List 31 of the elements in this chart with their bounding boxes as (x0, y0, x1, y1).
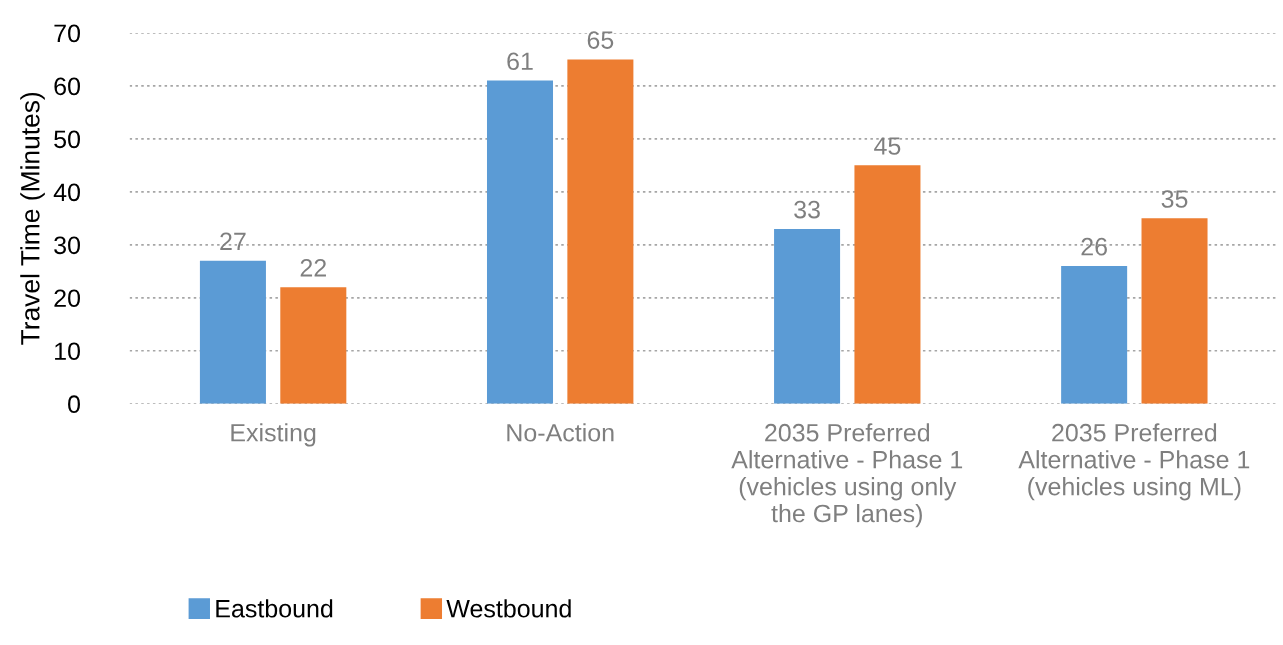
x-tick-label: No-Action (507, 423, 614, 442)
bar (567, 59, 634, 404)
bar (199, 260, 266, 404)
data-label: 45 (874, 137, 901, 155)
bar (774, 228, 841, 404)
bar (1061, 266, 1128, 404)
bar (280, 287, 347, 404)
data-label: 33 (794, 200, 820, 219)
bar (486, 80, 554, 404)
data-label: 26 (1081, 237, 1107, 256)
bar (1141, 218, 1208, 404)
legend-label: Westbound (446, 599, 571, 618)
data-label: 61 (507, 52, 533, 71)
data-label: 35 (1161, 190, 1188, 208)
y-tick-label: 30 (54, 236, 80, 255)
x-tick-label: Existing (231, 423, 316, 447)
bar (854, 165, 921, 404)
y-axis-title: Travel Time (Minutes) (20, 92, 45, 345)
y-tick-label: 60 (54, 77, 80, 96)
y-tick-label: 40 (53, 183, 80, 202)
x-tick-label: 2035 Preferred Alternative - Phase 1 (vehicles using only the GP lanes) (731, 423, 963, 528)
data-label: 65 (587, 31, 614, 49)
y-tick-label: 70 (54, 24, 80, 43)
legend-label: Eastbound (216, 599, 333, 618)
x-tick-label: 2035 Preferred Alternative - Phase 1 (vehicles using ML) (1018, 423, 1250, 501)
y-tick-label: 20 (54, 289, 80, 308)
data-label: 27 (220, 232, 246, 250)
y-tick-label: 0 (68, 395, 80, 414)
y-tick-label: 50 (54, 130, 80, 149)
y-tick-label: 10 (55, 342, 80, 361)
data-label: 22 (300, 259, 326, 277)
